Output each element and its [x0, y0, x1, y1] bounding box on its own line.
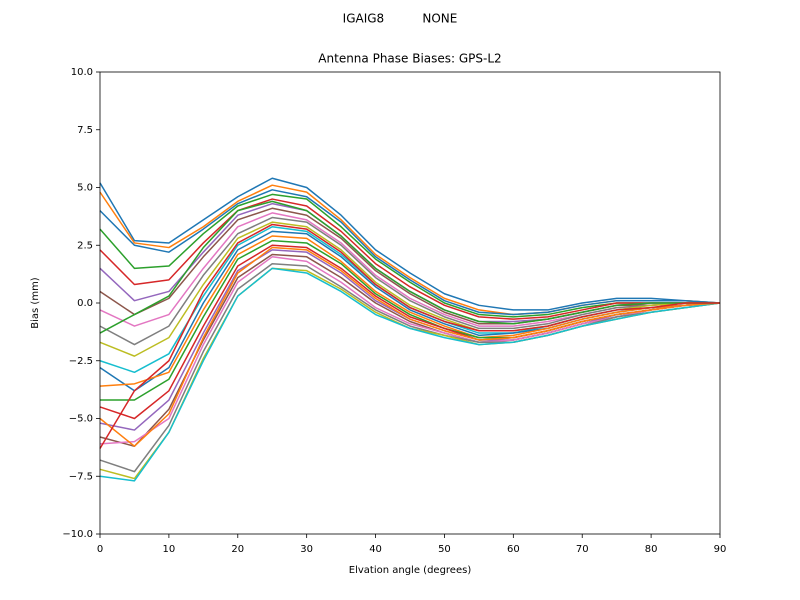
series-line	[99, 216, 720, 346]
plot-area	[99, 177, 721, 482]
x-tick-label: 90	[714, 544, 727, 555]
x-tick-label: 30	[300, 544, 313, 555]
x-tick-label: 70	[576, 544, 589, 555]
series-line	[99, 262, 721, 473]
figure-title: IGAIG8 NONE	[343, 12, 458, 26]
series-line	[99, 235, 721, 387]
y-tick-label: 2.5	[77, 240, 93, 251]
series-line	[99, 246, 721, 447]
y-tick-label: 5.0	[77, 183, 93, 194]
series-line	[99, 198, 720, 320]
series-line	[99, 177, 721, 311]
y-tick-label: 0.0	[77, 298, 93, 309]
y-tick-label: −2.5	[69, 356, 93, 367]
y-tick-label: −7.5	[69, 471, 93, 482]
x-tick-label: 20	[231, 544, 244, 555]
series-line	[99, 200, 720, 334]
y-tick-label: 10.0	[71, 67, 93, 78]
x-tick-label: 50	[438, 544, 451, 555]
x-tick-label: 10	[163, 544, 176, 555]
x-tick-label: 60	[507, 544, 520, 555]
chart-title: Antenna Phase Biases: GPS-L2	[318, 52, 501, 66]
series-line	[99, 189, 721, 316]
y-axis-label: Bias (mm)	[30, 277, 41, 329]
y-tick-label: −10.0	[62, 529, 93, 540]
x-axis-label: Elvation angle (degrees)	[349, 565, 472, 576]
x-tick-label: 80	[645, 544, 658, 555]
y-tick-label: 7.5	[77, 125, 93, 136]
series-line	[99, 223, 720, 449]
x-tick-label: 40	[369, 544, 382, 555]
series-line	[99, 267, 721, 482]
y-tick-label: −5.0	[69, 414, 93, 425]
x-tick-label: 0	[97, 544, 103, 555]
